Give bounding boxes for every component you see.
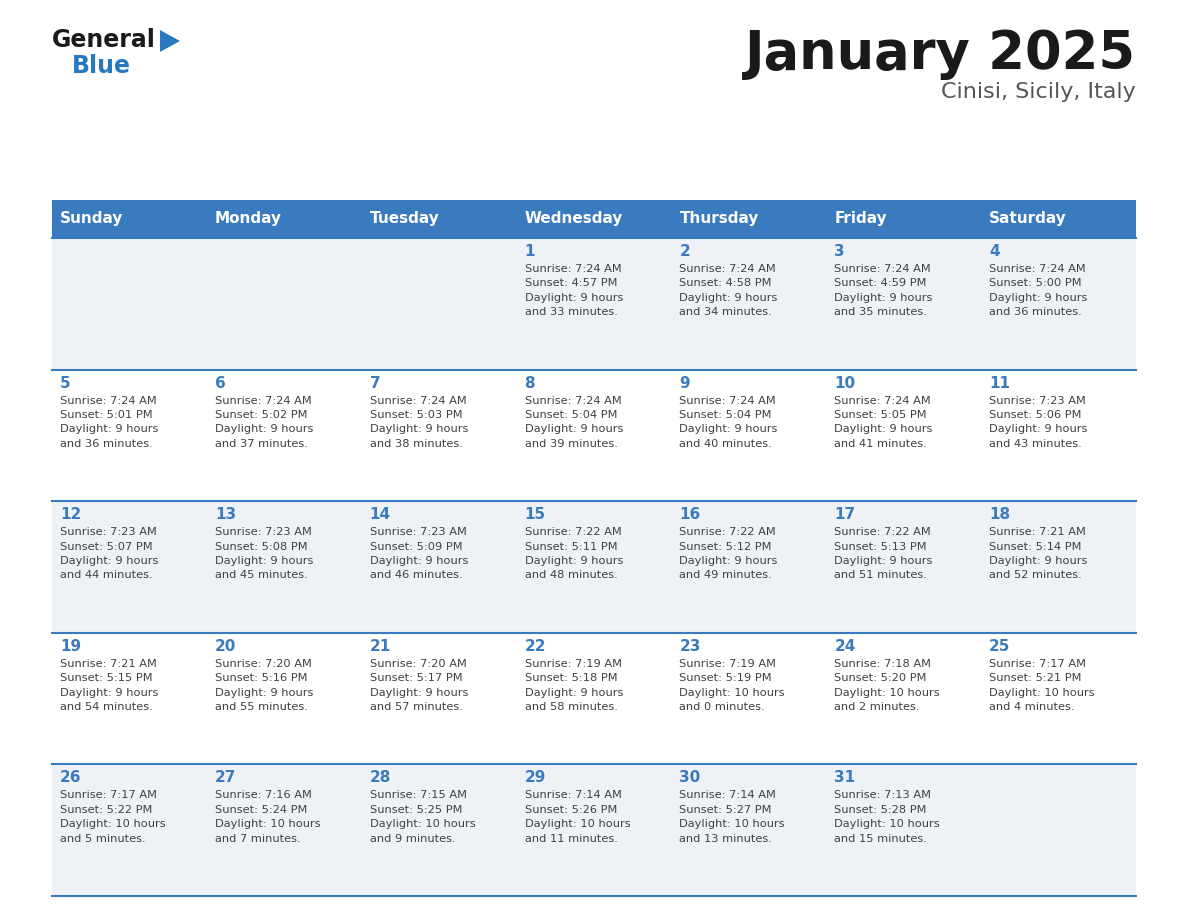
Text: 27: 27 [215,770,236,786]
Text: Sunrise: 7:24 AM
Sunset: 5:02 PM
Daylight: 9 hours
and 37 minutes.: Sunrise: 7:24 AM Sunset: 5:02 PM Dayligh… [215,396,314,449]
Text: Tuesday: Tuesday [369,211,440,227]
Text: Sunrise: 7:24 AM
Sunset: 5:05 PM
Daylight: 9 hours
and 41 minutes.: Sunrise: 7:24 AM Sunset: 5:05 PM Dayligh… [834,396,933,449]
Text: Sunrise: 7:13 AM
Sunset: 5:28 PM
Daylight: 10 hours
and 15 minutes.: Sunrise: 7:13 AM Sunset: 5:28 PM Dayligh… [834,790,940,844]
Text: Cinisi, Sicily, Italy: Cinisi, Sicily, Italy [941,82,1136,102]
Text: 6: 6 [215,375,226,390]
Text: Sunrise: 7:24 AM
Sunset: 5:03 PM
Daylight: 9 hours
and 38 minutes.: Sunrise: 7:24 AM Sunset: 5:03 PM Dayligh… [369,396,468,449]
Text: Sunrise: 7:22 AM
Sunset: 5:13 PM
Daylight: 9 hours
and 51 minutes.: Sunrise: 7:22 AM Sunset: 5:13 PM Dayligh… [834,527,933,580]
Text: 7: 7 [369,375,380,390]
Text: 15: 15 [525,508,545,522]
Text: 9: 9 [680,375,690,390]
Text: 26: 26 [61,770,82,786]
Text: 14: 14 [369,508,391,522]
Text: 16: 16 [680,508,701,522]
Text: 18: 18 [990,508,1010,522]
Text: Wednesday: Wednesday [525,211,623,227]
Text: Sunrise: 7:19 AM
Sunset: 5:18 PM
Daylight: 9 hours
and 58 minutes.: Sunrise: 7:19 AM Sunset: 5:18 PM Dayligh… [525,659,623,712]
Text: 11: 11 [990,375,1010,390]
Text: Sunrise: 7:14 AM
Sunset: 5:27 PM
Daylight: 10 hours
and 13 minutes.: Sunrise: 7:14 AM Sunset: 5:27 PM Dayligh… [680,790,785,844]
Text: Sunrise: 7:23 AM
Sunset: 5:08 PM
Daylight: 9 hours
and 45 minutes.: Sunrise: 7:23 AM Sunset: 5:08 PM Dayligh… [215,527,314,580]
Text: Sunrise: 7:24 AM
Sunset: 4:59 PM
Daylight: 9 hours
and 35 minutes.: Sunrise: 7:24 AM Sunset: 4:59 PM Dayligh… [834,264,933,318]
Text: Sunrise: 7:18 AM
Sunset: 5:20 PM
Daylight: 10 hours
and 2 minutes.: Sunrise: 7:18 AM Sunset: 5:20 PM Dayligh… [834,659,940,712]
Text: 5: 5 [61,375,70,390]
Text: 22: 22 [525,639,546,654]
Text: 13: 13 [215,508,236,522]
Text: 30: 30 [680,770,701,786]
Polygon shape [160,30,181,52]
Text: Sunrise: 7:17 AM
Sunset: 5:22 PM
Daylight: 10 hours
and 5 minutes.: Sunrise: 7:17 AM Sunset: 5:22 PM Dayligh… [61,790,165,844]
Text: 24: 24 [834,639,855,654]
Bar [52,501,1136,633]
Text: Sunrise: 7:24 AM
Sunset: 5:04 PM
Daylight: 9 hours
and 40 minutes.: Sunrise: 7:24 AM Sunset: 5:04 PM Dayligh… [680,396,778,449]
Text: Saturday: Saturday [990,211,1067,227]
Text: 2: 2 [680,244,690,259]
Bar [827,200,981,238]
Text: Sunrise: 7:23 AM
Sunset: 5:09 PM
Daylight: 9 hours
and 46 minutes.: Sunrise: 7:23 AM Sunset: 5:09 PM Dayligh… [369,527,468,580]
Text: 20: 20 [215,639,236,654]
Text: Sunday: Sunday [61,211,124,227]
Text: 23: 23 [680,639,701,654]
Text: 3: 3 [834,244,845,259]
Text: Sunrise: 7:14 AM
Sunset: 5:26 PM
Daylight: 10 hours
and 11 minutes.: Sunrise: 7:14 AM Sunset: 5:26 PM Dayligh… [525,790,630,844]
Text: Sunrise: 7:17 AM
Sunset: 5:21 PM
Daylight: 10 hours
and 4 minutes.: Sunrise: 7:17 AM Sunset: 5:21 PM Dayligh… [990,659,1095,712]
Text: 12: 12 [61,508,81,522]
Text: 31: 31 [834,770,855,786]
Bar [52,765,1136,896]
Text: 28: 28 [369,770,391,786]
Text: Sunrise: 7:21 AM
Sunset: 5:15 PM
Daylight: 9 hours
and 54 minutes.: Sunrise: 7:21 AM Sunset: 5:15 PM Dayligh… [61,659,158,712]
Text: Sunrise: 7:16 AM
Sunset: 5:24 PM
Daylight: 10 hours
and 7 minutes.: Sunrise: 7:16 AM Sunset: 5:24 PM Dayligh… [215,790,321,844]
Bar [981,200,1136,238]
Text: Sunrise: 7:22 AM
Sunset: 5:12 PM
Daylight: 9 hours
and 49 minutes.: Sunrise: 7:22 AM Sunset: 5:12 PM Dayligh… [680,527,778,580]
Text: Sunrise: 7:24 AM
Sunset: 5:01 PM
Daylight: 9 hours
and 36 minutes.: Sunrise: 7:24 AM Sunset: 5:01 PM Dayligh… [61,396,158,449]
Bar [52,370,1136,501]
Text: Blue: Blue [72,54,131,78]
Text: Monday: Monday [215,211,282,227]
Text: Sunrise: 7:24 AM
Sunset: 4:57 PM
Daylight: 9 hours
and 33 minutes.: Sunrise: 7:24 AM Sunset: 4:57 PM Dayligh… [525,264,623,318]
Text: 4: 4 [990,244,1000,259]
Bar [361,200,517,238]
Text: 17: 17 [834,508,855,522]
Text: Sunrise: 7:22 AM
Sunset: 5:11 PM
Daylight: 9 hours
and 48 minutes.: Sunrise: 7:22 AM Sunset: 5:11 PM Dayligh… [525,527,623,580]
Text: 1: 1 [525,244,535,259]
Text: Sunrise: 7:24 AM
Sunset: 5:00 PM
Daylight: 9 hours
and 36 minutes.: Sunrise: 7:24 AM Sunset: 5:00 PM Dayligh… [990,264,1087,318]
Bar [52,238,1136,370]
Bar [207,200,361,238]
Text: 21: 21 [369,639,391,654]
Bar [671,200,827,238]
Text: Sunrise: 7:19 AM
Sunset: 5:19 PM
Daylight: 10 hours
and 0 minutes.: Sunrise: 7:19 AM Sunset: 5:19 PM Dayligh… [680,659,785,712]
Text: Sunrise: 7:24 AM
Sunset: 4:58 PM
Daylight: 9 hours
and 34 minutes.: Sunrise: 7:24 AM Sunset: 4:58 PM Dayligh… [680,264,778,318]
Text: January 2025: January 2025 [745,28,1136,80]
Text: 10: 10 [834,375,855,390]
Text: Friday: Friday [834,211,887,227]
Text: Sunrise: 7:21 AM
Sunset: 5:14 PM
Daylight: 9 hours
and 52 minutes.: Sunrise: 7:21 AM Sunset: 5:14 PM Dayligh… [990,527,1087,580]
Bar [517,200,671,238]
Text: General: General [52,28,156,52]
Bar [52,633,1136,765]
Text: Sunrise: 7:24 AM
Sunset: 5:04 PM
Daylight: 9 hours
and 39 minutes.: Sunrise: 7:24 AM Sunset: 5:04 PM Dayligh… [525,396,623,449]
Text: Sunrise: 7:23 AM
Sunset: 5:07 PM
Daylight: 9 hours
and 44 minutes.: Sunrise: 7:23 AM Sunset: 5:07 PM Dayligh… [61,527,158,580]
Text: 29: 29 [525,770,546,786]
Text: 8: 8 [525,375,536,390]
Text: Sunrise: 7:20 AM
Sunset: 5:17 PM
Daylight: 9 hours
and 57 minutes.: Sunrise: 7:20 AM Sunset: 5:17 PM Dayligh… [369,659,468,712]
Text: Sunrise: 7:15 AM
Sunset: 5:25 PM
Daylight: 10 hours
and 9 minutes.: Sunrise: 7:15 AM Sunset: 5:25 PM Dayligh… [369,790,475,844]
Text: Sunrise: 7:20 AM
Sunset: 5:16 PM
Daylight: 9 hours
and 55 minutes.: Sunrise: 7:20 AM Sunset: 5:16 PM Dayligh… [215,659,314,712]
Text: Thursday: Thursday [680,211,759,227]
Text: 19: 19 [61,639,81,654]
Text: Sunrise: 7:23 AM
Sunset: 5:06 PM
Daylight: 9 hours
and 43 minutes.: Sunrise: 7:23 AM Sunset: 5:06 PM Dayligh… [990,396,1087,449]
Bar [52,200,207,238]
Text: 25: 25 [990,639,1011,654]
